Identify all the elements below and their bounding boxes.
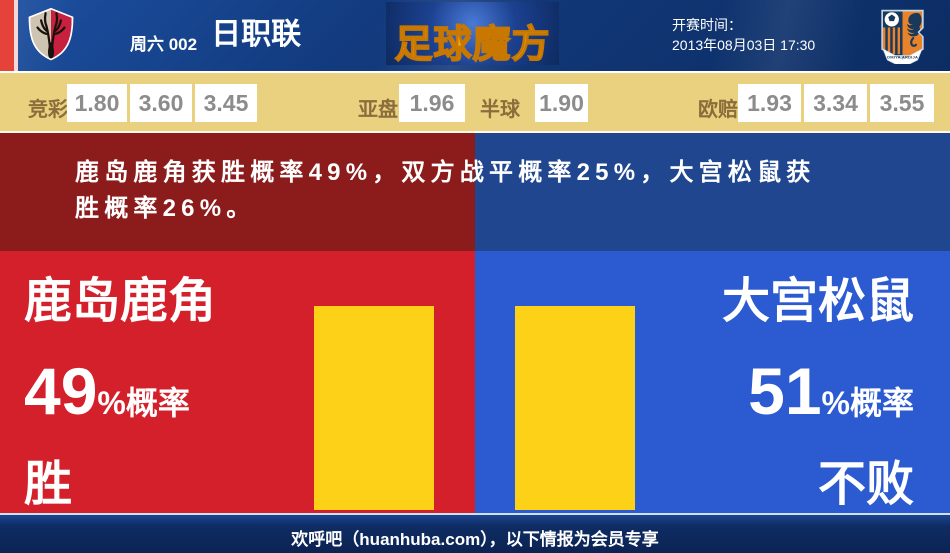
- svg-text:OMIYA ARDIJA: OMIYA ARDIJA: [887, 55, 918, 60]
